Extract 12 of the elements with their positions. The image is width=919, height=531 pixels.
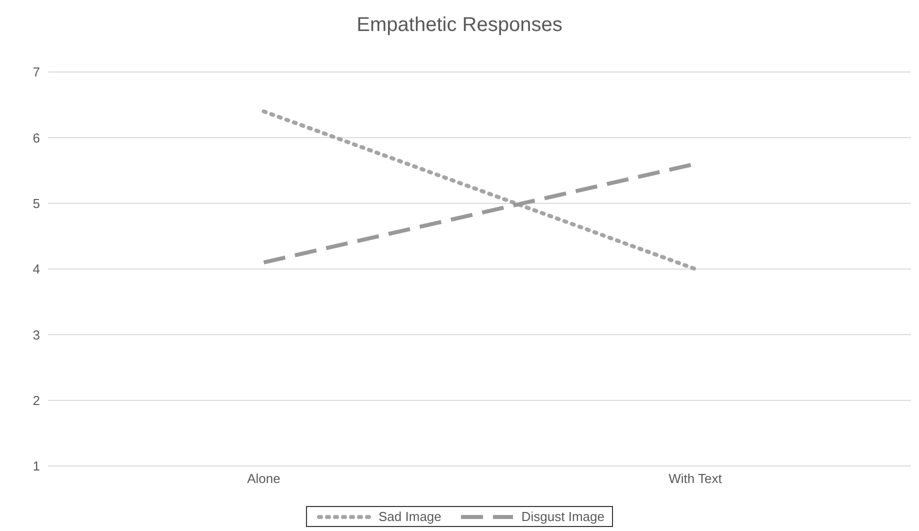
y-tick-label: 4 <box>32 262 40 277</box>
legend-label: Sad Image <box>378 509 442 524</box>
x-tick-label: With Text <box>668 471 722 486</box>
y-tick-label: 5 <box>32 196 40 211</box>
y-tick-label: 3 <box>32 327 40 342</box>
chart-title: Empathetic Responses <box>356 13 564 38</box>
y-tick-label: 2 <box>32 392 40 408</box>
y-tick-label: 7 <box>32 64 40 80</box>
x-tick-label: Alone <box>247 471 280 486</box>
y-tick-label: 1 <box>32 458 40 474</box>
legend-label: Disgust Image <box>520 509 604 524</box>
y-tick-label: 6 <box>32 130 40 146</box>
